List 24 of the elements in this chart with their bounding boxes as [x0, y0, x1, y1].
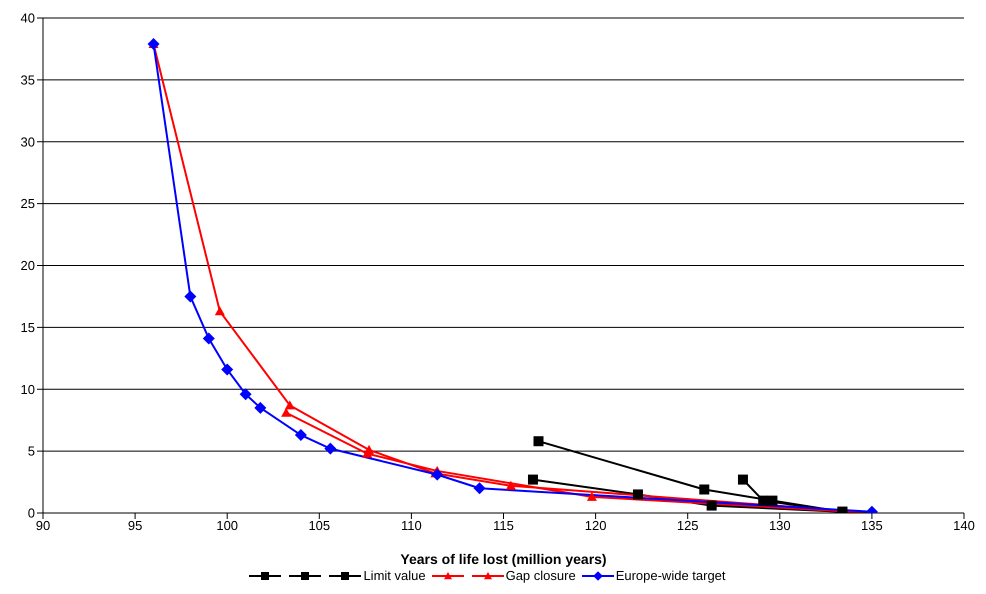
- y-tick-label: 10: [20, 382, 35, 397]
- x-tick-label: 135: [861, 518, 883, 534]
- x-tick-label: 110: [401, 518, 422, 534]
- y-tick-label: 40: [20, 10, 35, 26]
- y-tick-label: 0: [28, 506, 35, 521]
- y-tick-label: 20: [20, 258, 35, 274]
- x-tick-label: 115: [493, 518, 514, 534]
- x-tick-label: 100: [216, 518, 238, 534]
- y-tick-label: 35: [20, 72, 35, 88]
- x-tick-label: 90: [36, 518, 50, 534]
- x-tick-label: 105: [308, 518, 330, 534]
- x-tick-label: 95: [128, 518, 142, 534]
- x-tick-label: 120: [584, 518, 606, 534]
- x-tick-label: 125: [676, 518, 699, 534]
- x-axis-title: Years of life lost (million years): [400, 551, 607, 567]
- x-tick-label: 140: [953, 518, 975, 534]
- y-tick-label: 30: [20, 134, 35, 150]
- x-tick-label: 130: [768, 518, 791, 534]
- legend-label: Limit value: [363, 568, 426, 583]
- legend-label: Gap closure: [506, 568, 576, 583]
- legend-label: Europe-wide target: [616, 568, 726, 583]
- y-tick-label: 5: [28, 444, 35, 459]
- y-tick-label: 25: [20, 196, 35, 212]
- y-tick-label: 15: [20, 320, 35, 335]
